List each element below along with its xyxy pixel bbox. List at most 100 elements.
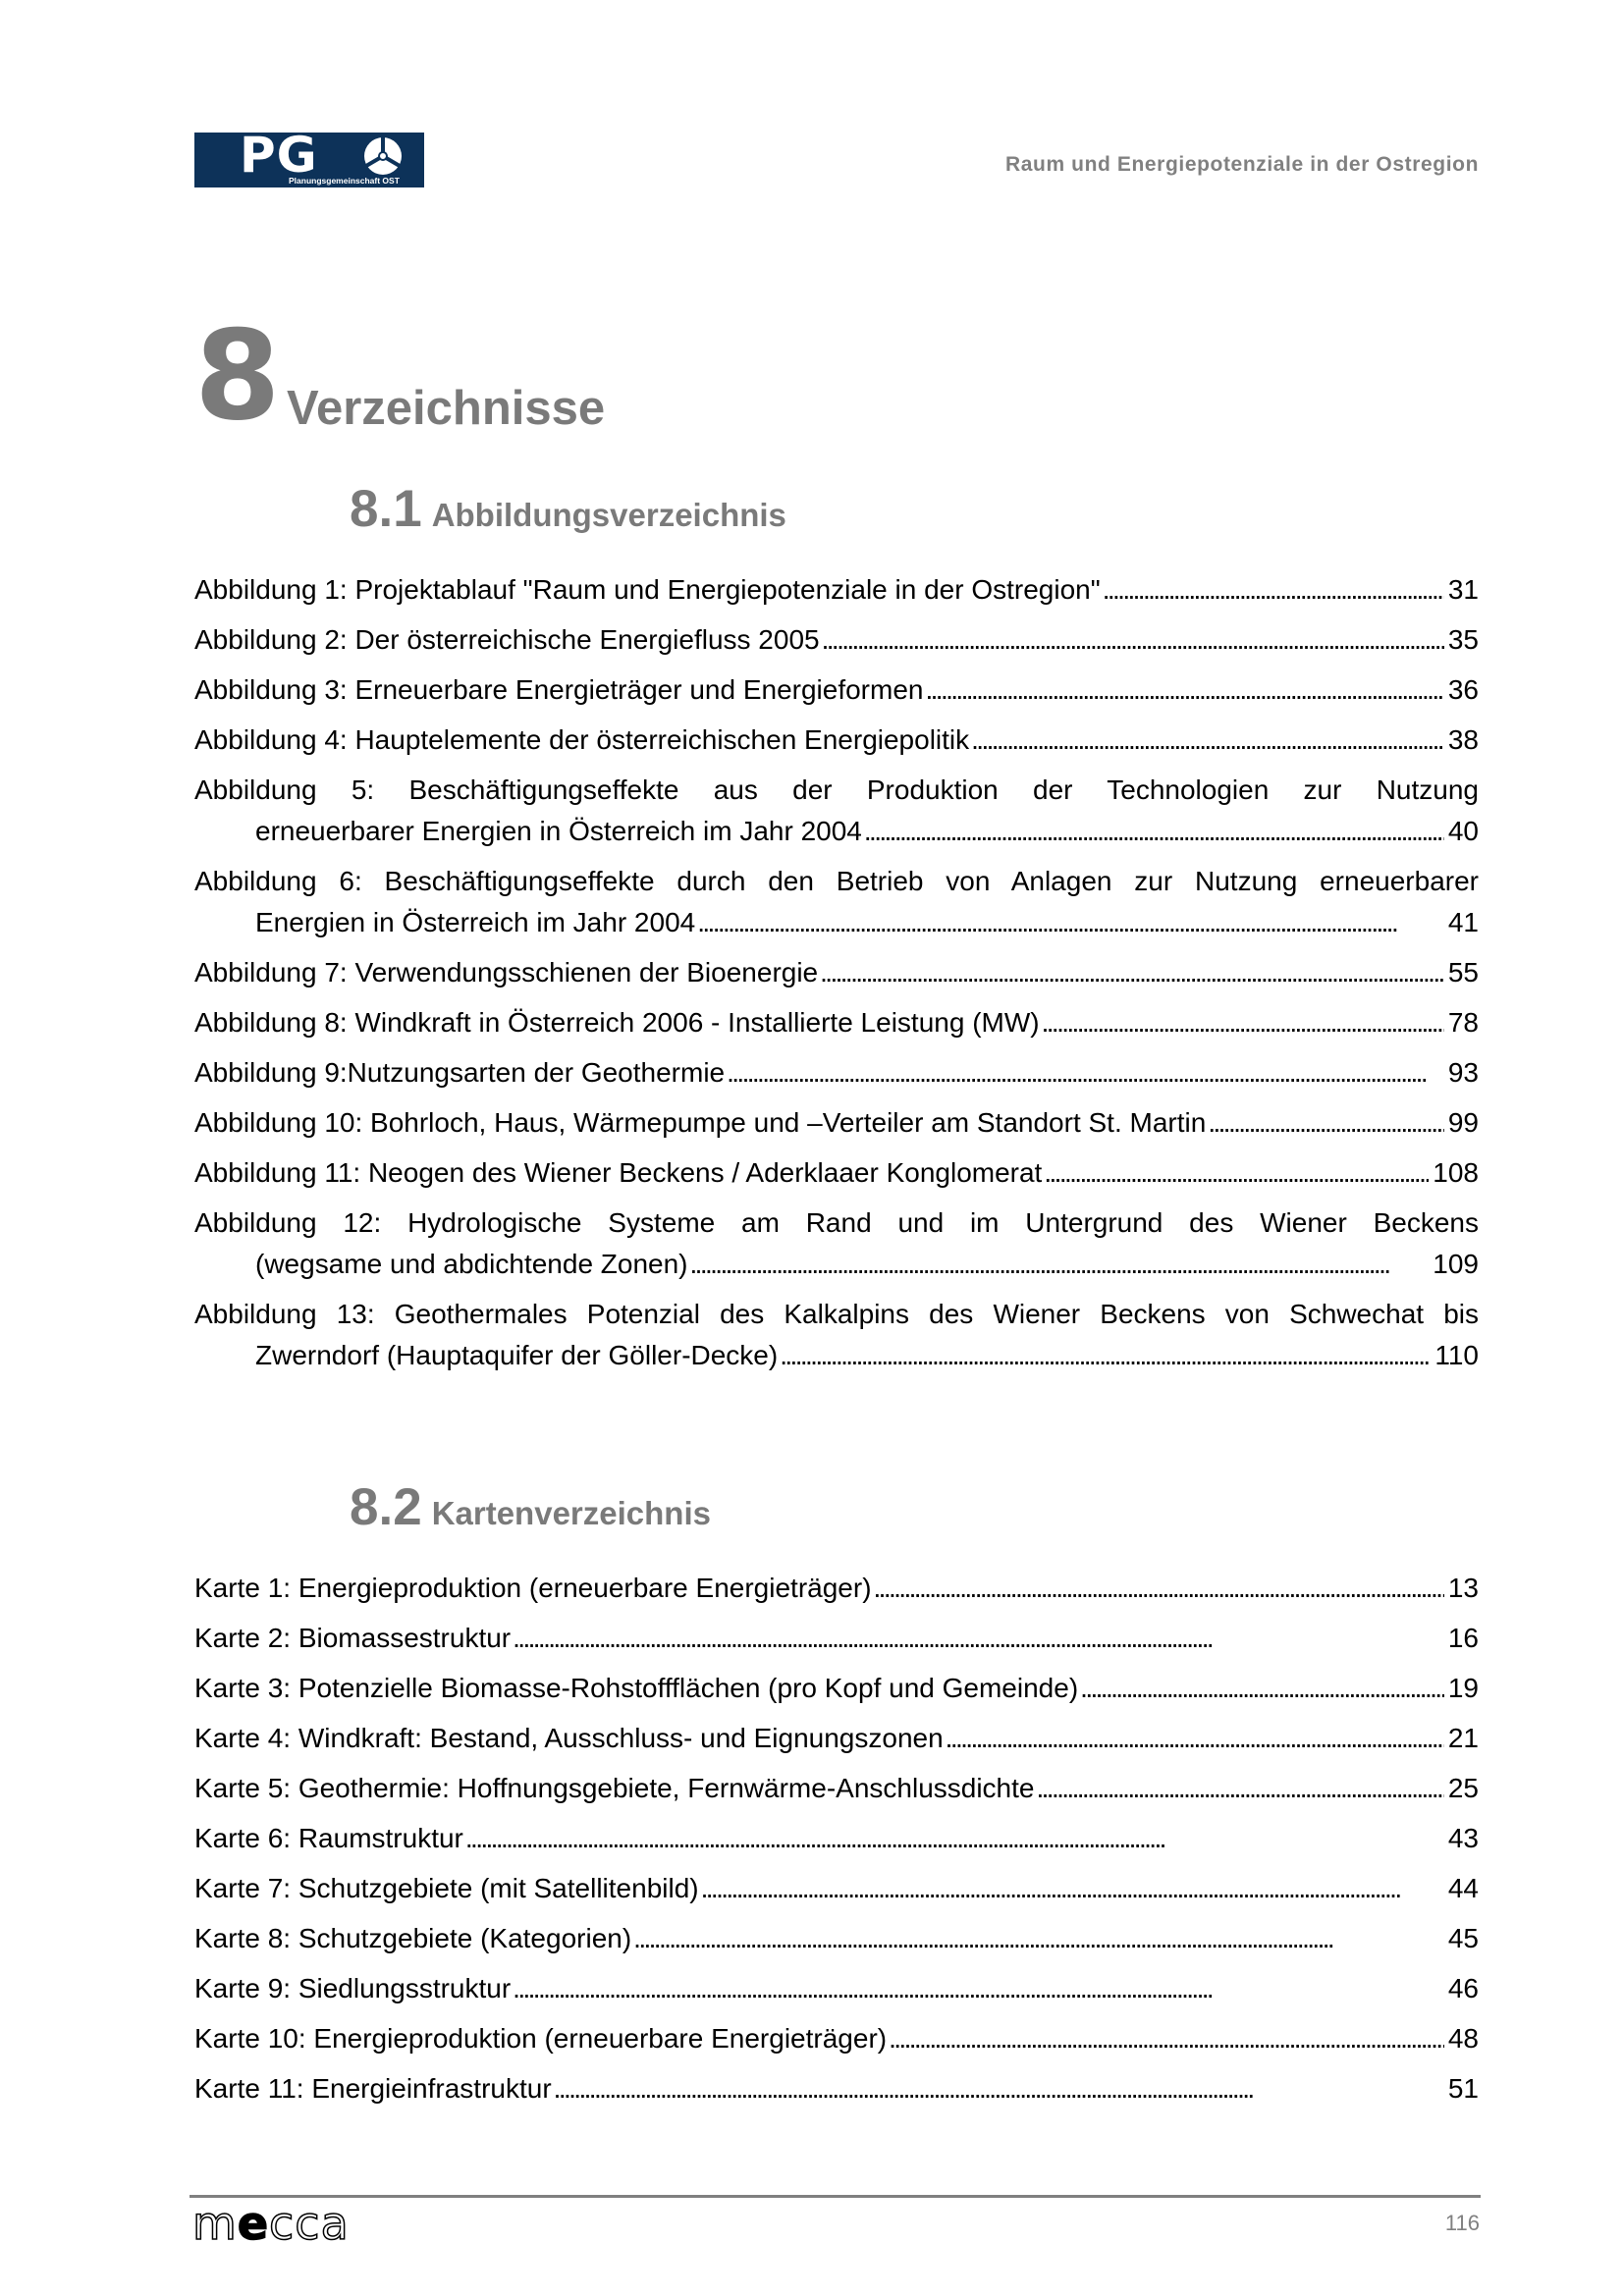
- dot-leader: [925, 669, 1443, 711]
- dot-leader: [701, 1868, 1444, 1909]
- pgo-logo: PG Planungsgemeinschaft OST: [194, 127, 424, 187]
- entry-title: Karte 8: Schutzgebiete (Kategorien): [194, 1923, 632, 1953]
- entry-page: 21: [1447, 1723, 1479, 1753]
- entry-page: 13: [1447, 1573, 1479, 1603]
- entry-title: Abbildung 3: Erneuerbare Energieträger u…: [194, 674, 924, 705]
- logo-text: PG: [240, 127, 318, 184]
- toc-entry[interactable]: Karte 11: Energieinfrastruktur 51: [194, 2068, 1479, 2109]
- entry-title: Abbildung 11: Neogen des Wiener Beckens …: [194, 1157, 1043, 1188]
- entry-page: 40: [1447, 816, 1479, 846]
- entry-page: 48: [1447, 2023, 1479, 2054]
- entry-title: Karte 9: Siedlungsstruktur: [194, 1973, 512, 2003]
- toc-entry[interactable]: Abbildung 12: Hydrologische Systeme am R…: [194, 1202, 1479, 1285]
- entry-title: Karte 7: Schutzgebiete (mit Satellitenbi…: [194, 1873, 699, 1903]
- entry-title: Karte 6: Raumstruktur: [194, 1823, 463, 1853]
- entry-title: Karte 2: Biomassestruktur: [194, 1623, 512, 1653]
- chapter-number: 8: [194, 303, 281, 448]
- entry-page: 38: [1447, 724, 1479, 755]
- dot-leader: [727, 1052, 1444, 1094]
- dot-leader: [1208, 1102, 1444, 1144]
- toc-entry[interactable]: Karte 9: Siedlungsstruktur 46: [194, 1968, 1479, 2009]
- toc-entry[interactable]: Karte 10: Energieproduktion (erneuerbare…: [194, 2018, 1479, 2059]
- entry-title: Abbildung 4: Hauptelemente der österreic…: [194, 724, 970, 755]
- dot-leader: [874, 1568, 1444, 1609]
- chapter-title: Verzeichnisse: [287, 382, 606, 435]
- toc-entry[interactable]: Karte 5: Geothermie: Hoffnungsgebiete, F…: [194, 1768, 1479, 1809]
- toc-entry[interactable]: Abbildung 9:Nutzungsarten der Geothermie…: [194, 1052, 1479, 1094]
- entry-title: Abbildung 9:Nutzungsarten der Geothermie: [194, 1057, 726, 1088]
- toc-entry[interactable]: Abbildung 6: Beschäftigungseffekte durch…: [194, 861, 1479, 943]
- entry-title: Abbildung 7: Verwendungsschienen der Bio…: [194, 957, 819, 988]
- dot-leader: [513, 1968, 1444, 2009]
- dot-leader: [554, 2068, 1444, 2109]
- toc-entry[interactable]: Abbildung 8: Windkraft in Österreich 200…: [194, 1002, 1479, 1043]
- entry-page: 43: [1447, 1823, 1479, 1853]
- toc-entry[interactable]: Karte 8: Schutzgebiete (Kategorien) 45: [194, 1918, 1479, 1959]
- toc-entry[interactable]: Abbildung 10: Bohrloch, Haus, Wärmepumpe…: [194, 1102, 1479, 1144]
- dot-leader: [971, 720, 1444, 761]
- dot-leader: [690, 1244, 1430, 1285]
- toc-entry[interactable]: Karte 2: Biomassestruktur 16: [194, 1618, 1479, 1659]
- dot-leader: [864, 811, 1444, 852]
- dot-leader: [513, 1618, 1444, 1659]
- dot-leader: [1044, 1152, 1429, 1194]
- entry-title-continuation: Energien in Österreich im Jahr 2004: [255, 907, 696, 937]
- mecca-logo: mecca: [191, 2196, 350, 2251]
- entry-title-line: Abbildung 5: Beschäftigungseffekte aus d…: [194, 774, 1479, 805]
- entry-title: Karte 11: Energieinfrastruktur: [194, 2073, 552, 2104]
- entry-page: 55: [1447, 957, 1479, 988]
- entry-title: Abbildung 1: Projektablauf "Raum und Ene…: [194, 574, 1101, 605]
- dot-leader: [946, 1718, 1444, 1759]
- page-number: 116: [1444, 2211, 1480, 2235]
- entry-title: Karte 4: Windkraft: Bestand, Ausschluss-…: [194, 1723, 944, 1753]
- entry-title: Karte 1: Energieproduktion (erneuerbare …: [194, 1573, 872, 1603]
- entry-page: 51: [1447, 2073, 1479, 2104]
- entry-page: 16: [1447, 1623, 1479, 1653]
- dot-leader: [822, 619, 1444, 661]
- entry-page: 78: [1447, 1007, 1479, 1038]
- dot-leader: [465, 1818, 1444, 1859]
- toc-entry[interactable]: Abbildung 4: Hauptelemente der österreic…: [194, 720, 1479, 761]
- toc-entry[interactable]: Karte 4: Windkraft: Bestand, Ausschluss-…: [194, 1718, 1479, 1759]
- toc-entry[interactable]: Abbildung 5: Beschäftigungseffekte aus d…: [194, 770, 1479, 852]
- entry-title-continuation: erneuerbarer Energien in Österreich im J…: [255, 816, 862, 846]
- dot-leader: [1036, 1768, 1443, 1809]
- entry-title-line: Abbildung 12: Hydrologische Systeme am R…: [194, 1207, 1479, 1238]
- entry-page: 36: [1447, 674, 1479, 705]
- entry-page: 108: [1433, 1157, 1479, 1188]
- entry-title: Abbildung 8: Windkraft in Österreich 200…: [194, 1007, 1040, 1038]
- dot-leader: [889, 2018, 1444, 2059]
- map-list: Karte 1: Energieproduktion (erneuerbare …: [194, 1568, 1479, 2118]
- toc-entry[interactable]: Karte 7: Schutzgebiete (mit Satellitenbi…: [194, 1868, 1479, 1909]
- toc-entry[interactable]: Abbildung 7: Verwendungsschienen der Bio…: [194, 952, 1479, 993]
- section-heading-figures: 8.1 Abbildungsverzeichnis: [350, 479, 786, 539]
- toc-entry[interactable]: Karte 1: Energieproduktion (erneuerbare …: [194, 1568, 1479, 1609]
- entry-title: Karte 5: Geothermie: Hoffnungsgebiete, F…: [194, 1773, 1035, 1803]
- toc-entry[interactable]: Abbildung 1: Projektablauf "Raum und Ene…: [194, 569, 1479, 611]
- toc-entry[interactable]: Abbildung 2: Der österreichische Energie…: [194, 619, 1479, 661]
- running-header: Raum und Energiepotenziale in der Ostreg…: [1004, 153, 1479, 176]
- dot-leader: [633, 1918, 1444, 1959]
- entry-page: 45: [1447, 1923, 1479, 1953]
- entry-title-line: Abbildung 13: Geothermales Potenzial des…: [194, 1299, 1479, 1329]
- section-title: Kartenverzeichnis: [431, 1495, 711, 1531]
- dot-leader: [780, 1335, 1431, 1376]
- entry-title: Abbildung 10: Bohrloch, Haus, Wärmepumpe…: [194, 1107, 1207, 1138]
- dot-leader: [1103, 569, 1444, 611]
- toc-entry[interactable]: Abbildung 13: Geothermales Potenzial des…: [194, 1294, 1479, 1376]
- entry-title: Karte 10: Energieproduktion (erneuerbare…: [194, 2023, 888, 2054]
- toc-entry[interactable]: Abbildung 11: Neogen des Wiener Beckens …: [194, 1152, 1479, 1194]
- toc-entry[interactable]: Karte 3: Potenzielle Biomasse-Rohstofffl…: [194, 1668, 1479, 1709]
- entry-page: 41: [1447, 907, 1479, 937]
- entry-page: 46: [1447, 1973, 1479, 2003]
- dot-leader: [1080, 1668, 1444, 1709]
- rotor-icon: [364, 137, 402, 175]
- footer-divider: [189, 2195, 1481, 2198]
- entry-title: Karte 3: Potenzielle Biomasse-Rohstofffl…: [194, 1673, 1079, 1703]
- entry-page: 31: [1447, 574, 1479, 605]
- entry-page: 35: [1447, 624, 1479, 655]
- toc-entry[interactable]: Abbildung 3: Erneuerbare Energieträger u…: [194, 669, 1479, 711]
- toc-entry[interactable]: Karte 6: Raumstruktur 43: [194, 1818, 1479, 1859]
- section-heading-maps: 8.2 Kartenverzeichnis: [350, 1477, 711, 1537]
- entry-title-continuation: (wegsame und abdichtende Zonen): [255, 1249, 688, 1279]
